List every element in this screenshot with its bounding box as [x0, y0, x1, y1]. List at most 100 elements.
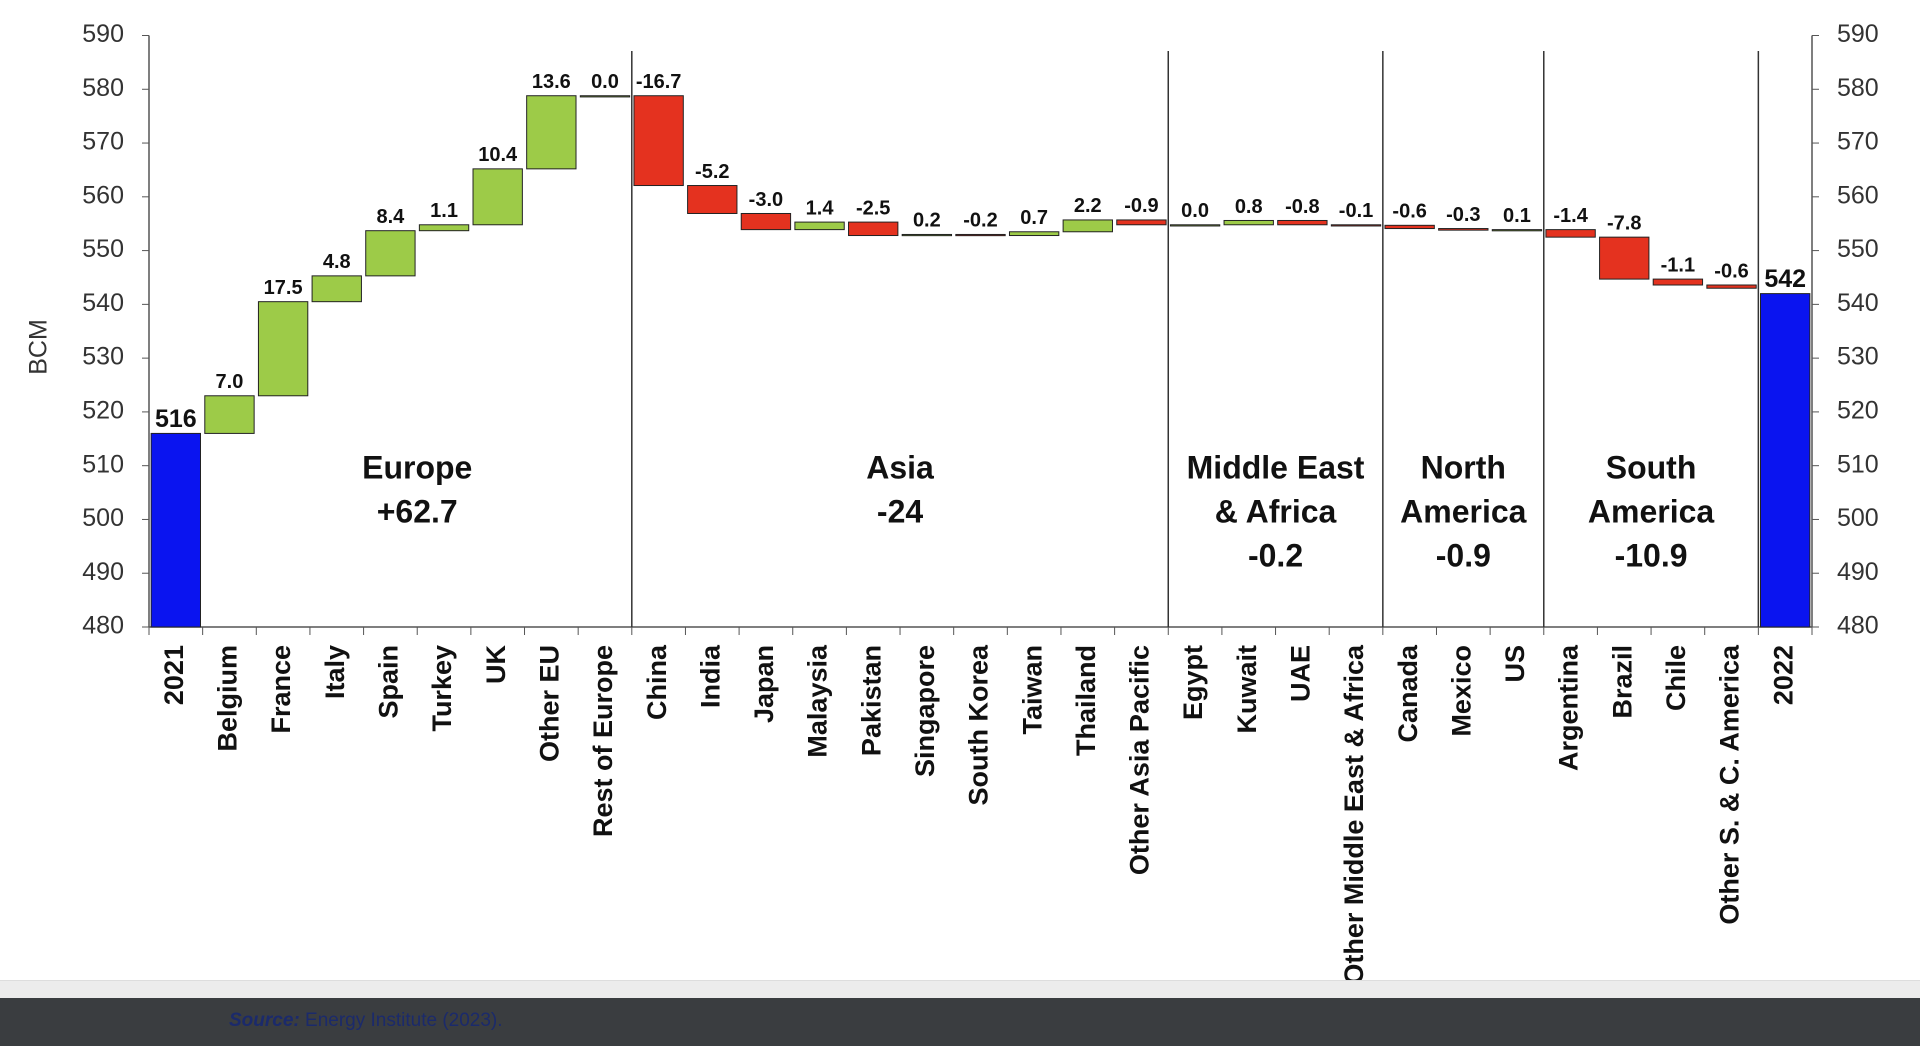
value-label: -1.1 — [1661, 254, 1695, 276]
value-label: 1.4 — [806, 197, 835, 219]
x-tick-label: Pakistan — [856, 645, 886, 756]
bar — [1277, 219, 1328, 226]
y2-tick-label: 540 — [1837, 289, 1879, 317]
bar — [472, 168, 523, 226]
bar — [1384, 224, 1435, 230]
bar — [1116, 219, 1167, 226]
x-tick-label: Japan — [749, 645, 779, 723]
y2-tick-label: 570 — [1837, 128, 1879, 156]
value-label: 0.0 — [1181, 200, 1209, 222]
group-label: South — [1606, 449, 1697, 485]
group-label: -10.9 — [1615, 537, 1688, 573]
bar — [1223, 219, 1274, 226]
bar — [1760, 293, 1811, 628]
value-label: -0.6 — [1714, 260, 1748, 282]
x-tick-label: Singapore — [910, 645, 940, 777]
x-tick-label: Chile — [1661, 645, 1691, 711]
bar — [311, 275, 362, 303]
value-label: 0.7 — [1020, 207, 1048, 229]
y2-tick-label: 480 — [1837, 612, 1879, 640]
x-tick-label: Malaysia — [803, 644, 833, 758]
bar — [418, 224, 470, 232]
source-label: Source: — [229, 1010, 300, 1031]
bar — [579, 95, 631, 98]
separator — [0, 980, 1920, 998]
group-label: & Africa — [1215, 493, 1337, 529]
x-tick-label: UK — [481, 645, 511, 684]
x-tick-label: Mexico — [1446, 645, 1476, 737]
bar — [1652, 278, 1704, 286]
x-tick-label: China — [642, 644, 672, 720]
x-tick-label: Egypt — [1178, 645, 1208, 720]
x-tick-label: US — [1500, 645, 1530, 683]
value-label: 13.6 — [532, 71, 571, 93]
y-tick-label: 500 — [82, 504, 124, 532]
chart-background — [0, 0, 1920, 980]
x-tick-label: Brazil — [1607, 645, 1637, 719]
bar — [848, 221, 899, 237]
y-tick-label: 550 — [82, 235, 124, 263]
x-tick-label: Other Middle East & Africa — [1339, 644, 1369, 980]
x-tick-label: Argentina — [1554, 644, 1584, 771]
value-label: -7.8 — [1607, 212, 1641, 234]
bar — [526, 95, 577, 170]
x-tick-label: 2022 — [1768, 645, 1798, 705]
y2-tick-label: 500 — [1837, 504, 1879, 532]
value-label: 0.2 — [913, 210, 941, 232]
y2-tick-label: 580 — [1837, 74, 1879, 102]
y2-tick-label: 590 — [1837, 20, 1879, 48]
bar — [257, 301, 309, 397]
bar — [1330, 224, 1382, 227]
x-tick-label: 2021 — [159, 645, 189, 705]
bar — [1491, 229, 1543, 232]
bar — [740, 212, 792, 231]
value-label: 1.1 — [430, 200, 458, 222]
footer: Source: Energy Institute (2023). — [0, 998, 1920, 1046]
bar — [1599, 236, 1650, 280]
bar — [204, 395, 255, 434]
bar — [633, 95, 684, 187]
y-tick-label: 590 — [82, 20, 124, 48]
y2-tick-label: 530 — [1837, 343, 1879, 371]
y2-tick-label: 490 — [1837, 558, 1879, 586]
chart: BCM 480 480 490 490 500 500 510 510 520 520 530 530… — [0, 0, 1920, 980]
y-axis-label: BCM — [25, 319, 53, 375]
value-label: 0.8 — [1235, 196, 1263, 218]
value-label: -2.5 — [856, 197, 890, 219]
value-label: 10.4 — [478, 144, 518, 166]
group-label: -24 — [877, 493, 923, 529]
y-tick-label: 580 — [82, 74, 124, 102]
x-tick-label: Turkey — [427, 645, 457, 732]
x-tick-label: South Korea — [964, 644, 994, 805]
x-tick-label: Rest of Europe — [588, 645, 618, 837]
group-label: America — [1588, 493, 1715, 529]
x-tick-label: UAE — [1285, 645, 1315, 702]
source-text: Energy Institute (2023). — [305, 1010, 503, 1031]
value-label: -1.4 — [1553, 205, 1588, 227]
x-tick-label: Other EU — [534, 645, 564, 762]
x-tick-label: Belgium — [213, 645, 243, 752]
x-tick-label: Kuwait — [1232, 645, 1262, 734]
group-label: -0.9 — [1436, 537, 1491, 573]
x-tick-label: Spain — [374, 645, 404, 719]
y-tick-label: 480 — [82, 612, 124, 640]
value-label: -16.7 — [636, 71, 682, 93]
value-label: 4.8 — [323, 251, 351, 273]
bar — [1438, 228, 1489, 231]
group-label: America — [1400, 493, 1527, 529]
value-label: 542 — [1764, 265, 1806, 293]
value-label: -0.2 — [963, 210, 997, 232]
y2-tick-label: 560 — [1837, 181, 1879, 209]
x-tick-label: Canada — [1393, 644, 1423, 743]
bar — [365, 230, 416, 277]
value-label: -0.3 — [1446, 204, 1480, 226]
bar — [955, 233, 1006, 237]
y2-tick-label: 520 — [1837, 397, 1879, 425]
value-label: 2.2 — [1074, 195, 1102, 217]
value-label: 17.5 — [264, 277, 303, 299]
value-label: 0.1 — [1503, 205, 1531, 227]
group-label: +62.7 — [377, 493, 458, 529]
bar — [1062, 219, 1113, 233]
source: Source: Energy Institute (2023). — [229, 1010, 503, 1032]
bar — [1545, 229, 1596, 238]
